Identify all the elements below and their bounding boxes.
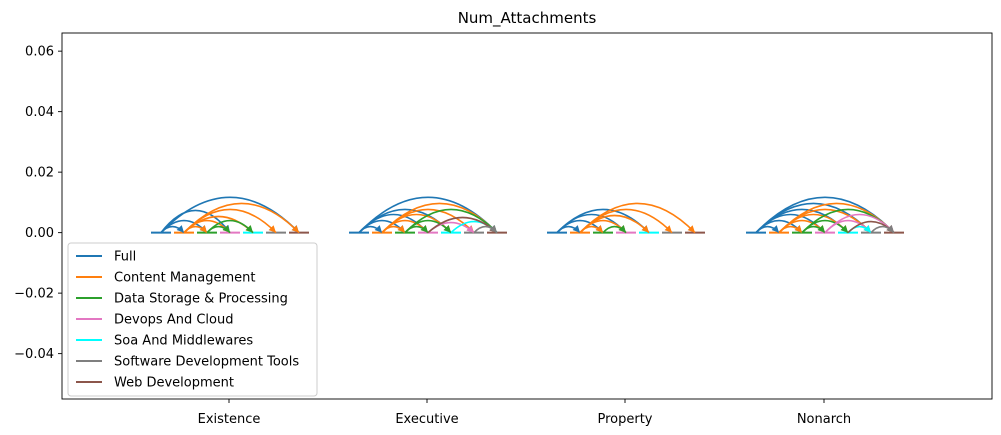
arc-arrowhead <box>687 225 695 233</box>
arc-arrowhead <box>245 225 253 233</box>
chart-title: Num_Attachments <box>458 9 597 28</box>
x-tick-label: Nonarch <box>797 412 851 427</box>
arc-arrowhead <box>443 225 451 233</box>
arc-arrowhead <box>840 225 848 233</box>
arc-arrowhead <box>199 225 207 233</box>
x-tick-label: Executive <box>395 412 458 427</box>
y-tick-label: 0.04 <box>25 105 54 120</box>
arc-arrowhead <box>794 225 802 233</box>
x-tick-label: Existence <box>198 412 261 427</box>
y-tick-label: −0.02 <box>14 287 54 302</box>
y-tick-label: 0.00 <box>25 226 54 241</box>
arc-arrowhead <box>595 225 603 233</box>
legend-label: Software Development Tools <box>114 355 299 370</box>
legend: Full Content Management Data Storage & Pro… <box>67 242 318 397</box>
arc-arrowhead <box>771 225 779 233</box>
arc-arrowhead <box>886 225 894 233</box>
arc-arrowhead <box>397 225 405 233</box>
arc-arrowhead <box>268 225 276 233</box>
x-axis: Existence Executive Property Nonarch <box>198 399 851 427</box>
arc-link <box>404 208 498 234</box>
legend-label: Content Management <box>114 271 255 286</box>
arc-arrowhead <box>641 225 649 233</box>
arc-arrowhead <box>618 225 626 233</box>
arc-arrowhead <box>466 225 474 233</box>
legend-label: Web Development <box>114 376 234 391</box>
arc-arrowhead <box>222 225 230 233</box>
legend-label: Devops And Cloud <box>114 313 233 328</box>
y-tick-label: 0.02 <box>25 166 54 181</box>
y-tick-label: −0.04 <box>14 347 54 362</box>
y-axis: 0.06 0.04 0.02 0.00 −0.02 −0.04 <box>14 45 62 362</box>
legend-label: Full <box>114 250 136 265</box>
legend-label: Soa And Middlewares <box>114 334 253 349</box>
arc-arrowhead <box>176 225 184 233</box>
arc-arrowhead <box>374 225 382 233</box>
arc-link <box>183 202 300 234</box>
arc-arrowhead <box>291 225 299 233</box>
plot-area-frame <box>61 32 993 400</box>
arc-arrowhead <box>572 225 580 233</box>
arc-link <box>160 209 231 234</box>
x-tick-label: Property <box>597 412 652 427</box>
legend-label: Data Storage & Processing <box>114 292 288 307</box>
legend-box <box>67 242 318 397</box>
arc-arrowhead <box>863 225 871 233</box>
arc-arrowhead <box>420 225 428 233</box>
chart-marks <box>151 196 904 234</box>
y-tick-label: 0.06 <box>25 45 54 60</box>
arc-arrowhead <box>664 225 672 233</box>
arc-arrowhead <box>817 225 825 233</box>
arc-arrowhead <box>489 225 497 233</box>
arc-link <box>579 202 696 234</box>
